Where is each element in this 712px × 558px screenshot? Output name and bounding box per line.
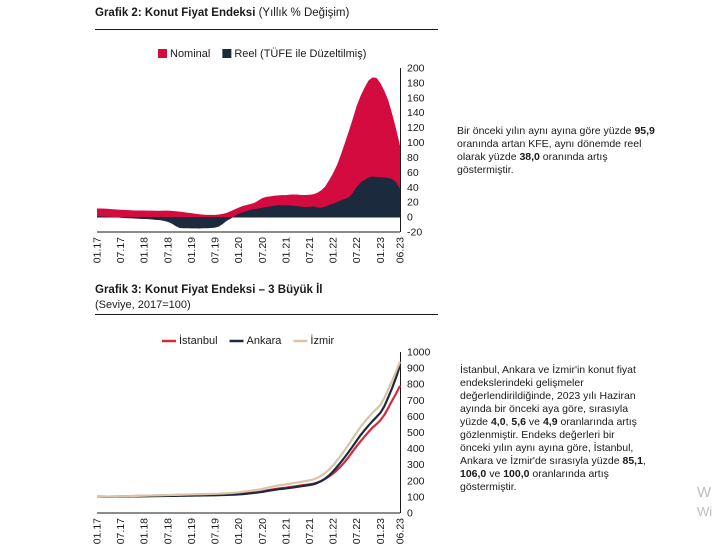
x-tick-label: 01.17: [92, 237, 104, 263]
y-tick-label: 20: [407, 197, 419, 209]
chart2-title: Grafik 3: Konut Fiyat Endeksi – 3 Büyük …: [95, 284, 323, 296]
chart2-line-plot: 0 100 200 300 400 500 600 700 800 900 1000 01.17 07.…: [92, 334, 431, 544]
series-line-ankara: [96, 365, 402, 498]
y-tick-label: 120: [407, 122, 425, 134]
legend-label-reel-tüfe-ile-düzeltilmiş: Reel (TÜFE ile Düzeltilmiş): [234, 48, 366, 60]
y-tick-label: -20: [407, 227, 422, 239]
y-tick-label: 0: [407, 212, 413, 224]
x-tick-label: 07.19: [210, 518, 222, 544]
x-tick-label: 07.22: [351, 237, 363, 263]
x-tick-label: 07.21: [304, 237, 316, 263]
legend-label-i-stanbul: İstanbul: [179, 334, 218, 347]
chart1-title: Grafik 2: Konut Fiyat Endeksi (Yıllık % …: [95, 7, 349, 19]
y-tick-label: 80: [407, 152, 419, 164]
series-line-i-stanbul: [96, 385, 401, 498]
x-tick-label: 01.19: [186, 518, 198, 544]
legend-label-nominal: Nominal: [170, 48, 210, 60]
y-tick-label: 180: [407, 77, 425, 89]
chart1-title-rule: [95, 29, 438, 30]
x-tick-label: 07.22: [351, 518, 363, 544]
chart2-note-text-2: ,: [505, 416, 512, 428]
x-tick-label: 01.21: [280, 518, 292, 544]
x-tick-label: 01.22: [328, 518, 340, 544]
chart2-note-istanbul-monthly: 4,0: [490, 416, 506, 428]
chart2-note-text-5: ,: [642, 455, 646, 467]
chart2-note-ankara-monthly: 5,6: [511, 416, 526, 428]
y-tick-label: 200: [407, 63, 425, 75]
y-tick-label: 700: [407, 395, 425, 407]
x-tick-label: 07.17: [115, 518, 127, 544]
x-tick-label: 07.17: [115, 237, 127, 263]
x-tick-label: 01.18: [139, 237, 151, 263]
x-tick-label: 01.22: [328, 237, 340, 263]
chart2-note: İstanbul, Ankara ve İzmir'in konut fiyat…: [460, 364, 646, 494]
y-tick-label: 400: [407, 443, 425, 455]
y-tick-label: 200: [407, 475, 425, 487]
legend-swatch-reel-tüfe-ile-düzeltilmiş: [222, 49, 232, 58]
x-tick-label: 06.23: [395, 518, 407, 544]
x-tick-label: 07.20: [257, 518, 269, 544]
x-tick-label: 06.23: [395, 237, 407, 263]
x-tick-label: 07.19: [210, 237, 222, 263]
x-tick-label: 01.18: [139, 518, 151, 544]
x-tick-label: 01.19: [186, 237, 198, 263]
y-tick-label: 600: [407, 411, 425, 423]
chart2-note-text-1: İstanbul, Ankara ve İzmir'in konut fiyat…: [460, 364, 636, 428]
x-tick-label: 01.23: [375, 518, 387, 544]
chart1-note-nominal-value: 95,9: [634, 125, 655, 137]
y-tick-label: 900: [407, 363, 425, 375]
chart1-note-text-1: Bir önceki yılın aynı ayına göre yüzde: [457, 125, 635, 137]
chart2-note-izmir-annual: 100,0: [503, 468, 530, 480]
series-line-i-zmir: [96, 361, 402, 498]
watermark-fragment-1: W: [697, 484, 712, 501]
x-tick-label: 01.20: [233, 518, 245, 544]
chart1-note-text-2: oranında artan KFE, aynı dönemde reel ol…: [457, 138, 642, 163]
chart2-note-istanbul-annual: 85,1: [622, 455, 643, 467]
x-tick-label: 07.21: [304, 518, 316, 544]
y-tick-label: 40: [407, 182, 419, 194]
y-tick-label: 800: [407, 379, 425, 391]
chart2-note-ankara-annual: 106,0: [460, 468, 487, 480]
chart1-note-real-value: 38,0: [519, 151, 540, 163]
chart2-note-text-3: ve: [526, 416, 543, 428]
y-tick-label: 0: [407, 508, 413, 520]
legend-swatch-nominal: [158, 49, 167, 58]
series-area-reel-tüfe-ile-düzeltilmiş: [97, 176, 400, 229]
x-tick-label: 01.20: [233, 237, 245, 263]
watermark-fragment-2: Wi: [697, 504, 712, 519]
x-tick-label: 07.18: [162, 518, 174, 544]
y-tick-label: 300: [407, 459, 425, 471]
chart1-note-text-3: oranında artış göstermiştir.: [457, 151, 608, 176]
y-tick-label: 100: [407, 137, 425, 149]
chart2-note-text-4: oranlarında artış gözlenmiştir. Endeks d…: [460, 416, 637, 467]
y-tick-label: 500: [407, 427, 425, 439]
x-tick-label: 01.23: [375, 237, 387, 263]
x-tick-label: 01.21: [280, 237, 292, 263]
legend-label-i-zmir: İzmir: [310, 334, 334, 347]
chart1-area-plot: -20 0 20 40 60 80 100 120 140 160 180 200 01.17 07.17…: [92, 48, 425, 263]
y-tick-label: 60: [407, 167, 419, 179]
chart1-note: Bir önceki yılın aynı ayına göre yüzde 9…: [457, 125, 657, 177]
chart2-subtitle: (Seviye, 2017=100): [95, 299, 191, 311]
legend-label-ankara: Ankara: [247, 335, 283, 347]
y-tick-label: 1000: [407, 347, 431, 359]
chart1-title-main: Grafik 2: Konut Fiyat Endeksi: [95, 7, 256, 19]
chart1-title-sub: (Yıllık % Değişim): [255, 7, 350, 19]
chart2-note-text-6: ve: [486, 468, 504, 480]
x-tick-label: 07.20: [257, 237, 269, 263]
chart2-note-text-7: oranlarında artış göstermiştir.: [460, 468, 609, 493]
chart2-title-rule: [95, 314, 438, 315]
y-tick-label: 100: [407, 491, 425, 503]
y-tick-label: 160: [407, 92, 425, 104]
chart2-note-izmir-monthly: 4,9: [542, 416, 558, 428]
y-tick-label: 140: [407, 107, 425, 119]
x-tick-label: 01.17: [92, 518, 104, 544]
x-tick-label: 07.18: [162, 237, 174, 263]
